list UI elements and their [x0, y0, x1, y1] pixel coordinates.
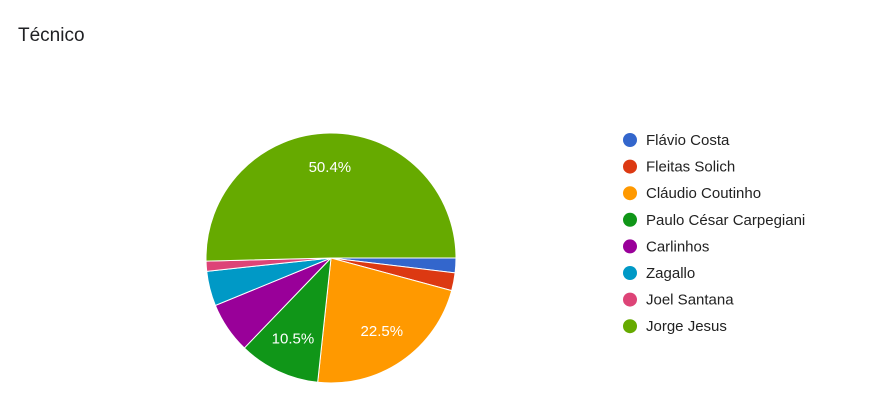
legend-swatch [623, 212, 637, 227]
legend-swatch [623, 186, 637, 201]
legend-swatch [623, 266, 637, 280]
legend-label: Jorge Jesus [646, 318, 727, 335]
legend-label: Joel Santana [646, 292, 734, 309]
chart-title: Técnico [18, 25, 85, 46]
pie-slice [243, 256, 332, 383]
data-label: 10.5% [272, 331, 315, 348]
legend-label: Paulo César Carpegiani [646, 212, 805, 229]
legend-swatch [623, 319, 637, 334]
data-label: 50.4% [309, 159, 352, 176]
legend-swatch [623, 159, 637, 174]
legend-swatch [623, 133, 637, 147]
legend-label: Cláudio Coutinho [646, 185, 761, 202]
legend-swatch [623, 239, 637, 254]
legend-label: Carlinhos [646, 238, 709, 255]
legend-label: Fleitas Solich [646, 159, 735, 176]
pie-slice [205, 132, 457, 262]
pie-slice [317, 257, 453, 384]
data-label: 22.5% [361, 323, 404, 340]
legend-label: Flávio Costa [646, 132, 730, 149]
legend-label: Zagallo [646, 265, 695, 282]
legend-swatch [623, 292, 637, 307]
